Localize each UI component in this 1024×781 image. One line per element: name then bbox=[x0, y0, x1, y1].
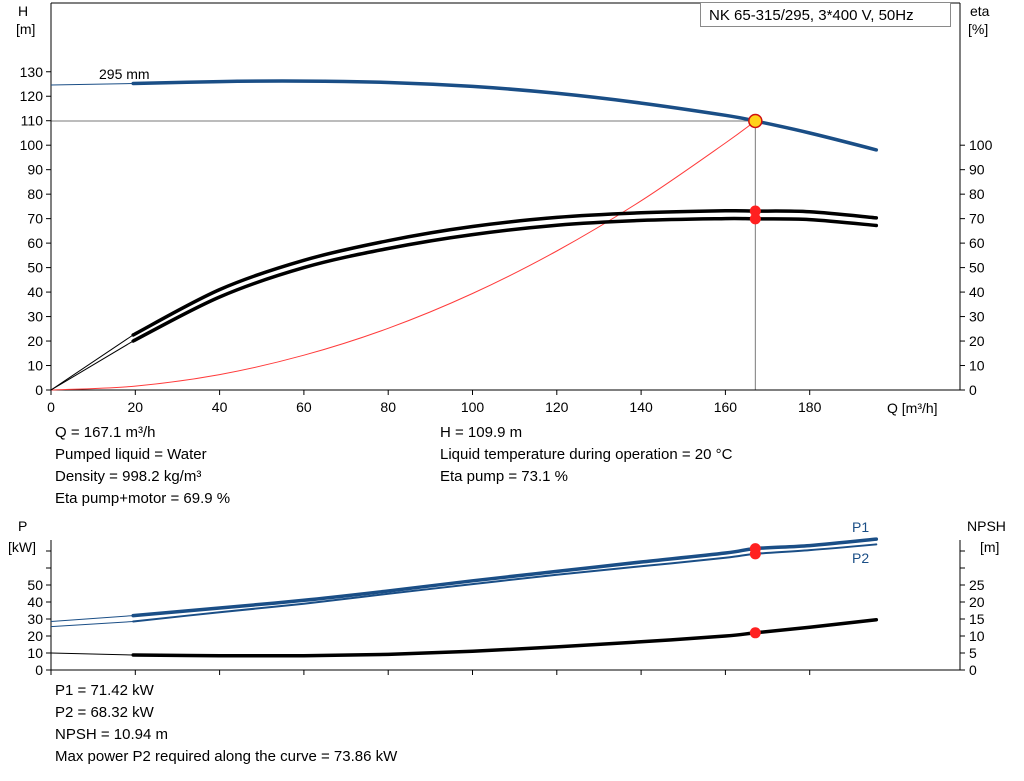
npsh-tick-label: 25 bbox=[969, 577, 985, 593]
q-tick-label: 180 bbox=[798, 399, 822, 415]
bottom-curves bbox=[50, 537, 879, 658]
eta-pump-motor-curve-extrapolated bbox=[50, 340, 134, 391]
h-tick-label: 20 bbox=[27, 333, 43, 349]
p-axis-label: P bbox=[18, 518, 27, 534]
q-tick-label: 120 bbox=[545, 399, 569, 415]
h-tick-label: 100 bbox=[20, 137, 44, 153]
pump-title-box: NK 65-315/295, 3*400 V, 50Hz bbox=[700, 2, 951, 27]
eta-pump-motor: Eta pump+motor = 69.9 % bbox=[55, 490, 231, 507]
h-tick-label: 90 bbox=[27, 162, 43, 178]
eta-tick-label: 20 bbox=[969, 333, 985, 349]
npsh-tick-label: 10 bbox=[969, 628, 985, 644]
max-power-p2: Max power P2 required along the curve = … bbox=[55, 748, 398, 765]
impeller-curve-label: 295 mm bbox=[99, 66, 150, 82]
head-value: H = 109.9 m bbox=[440, 424, 523, 441]
eta-tick-label: 10 bbox=[969, 358, 985, 374]
top-grid bbox=[51, 120, 756, 390]
p-axis-unit: [kW] bbox=[8, 539, 36, 555]
head-operating-point bbox=[748, 113, 763, 129]
top-info-left: Q = 167.1 m³/h Pumped liquid = Water Den… bbox=[55, 422, 230, 510]
bottom-info: P1 = 71.42 kW P2 = 68.32 kW NPSH = 10.94… bbox=[55, 680, 397, 768]
pumped-liquid: Pumped liquid = Water bbox=[55, 446, 207, 463]
npsh-curve-extrapolated bbox=[50, 652, 134, 656]
eta-axis-unit: [%] bbox=[968, 21, 988, 37]
p1-curve-label: P1 bbox=[852, 519, 869, 535]
p-tick-label: 40 bbox=[27, 594, 43, 610]
h-tick-label: 0 bbox=[35, 382, 43, 398]
npsh-tick-label: 0 bbox=[969, 662, 977, 678]
npsh-axis-unit: [m] bbox=[980, 539, 999, 555]
p1-curve-extrapolated bbox=[50, 615, 134, 623]
eta-tick-label: 0 bbox=[969, 382, 977, 398]
density-value: Density = 998.2 kg/m³ bbox=[55, 468, 202, 485]
eta-tick-label: 90 bbox=[969, 162, 985, 178]
p-tick-label: 0 bbox=[35, 662, 43, 678]
eta-tick-label: 50 bbox=[969, 260, 985, 276]
p-tick-label: 10 bbox=[27, 645, 43, 661]
eta-pump-motor-operating-point bbox=[749, 213, 761, 225]
top-chart: 0 10 20 30 40 50 60 70 80 90 100 110 120 130 0 10 20 30 40… bbox=[16, 2, 993, 416]
q-tick-label: 20 bbox=[128, 399, 144, 415]
p2-curve-extrapolated bbox=[50, 621, 134, 628]
p-tick-label: 20 bbox=[27, 628, 43, 644]
q-tick-label: 0 bbox=[47, 399, 55, 415]
eta-tick-label: 100 bbox=[969, 137, 993, 153]
p1-curve bbox=[131, 537, 879, 618]
top-ticks: 0 10 20 30 40 50 60 70 80 90 100 110 120 130 0 10 20 30 40… bbox=[20, 64, 993, 415]
x-axis-label: Q [m³/h] bbox=[887, 400, 938, 416]
p1-value: P1 = 71.42 kW bbox=[55, 682, 154, 699]
q-tick-label: 140 bbox=[629, 399, 653, 415]
npsh-tick-label: 15 bbox=[969, 611, 985, 627]
p-tick-label: 30 bbox=[27, 611, 43, 627]
h-tick-label: 80 bbox=[27, 186, 43, 202]
h-tick-label: 120 bbox=[20, 88, 44, 104]
liquid-temperature: Liquid temperature during operation = 20… bbox=[440, 446, 733, 463]
q-tick-label: 80 bbox=[380, 399, 396, 415]
p2-curve-label: P2 bbox=[852, 550, 869, 566]
eta-pump-curve-extrapolated bbox=[50, 334, 134, 391]
p-tick-label: 50 bbox=[27, 577, 43, 593]
head-curve bbox=[131, 79, 879, 152]
h-axis-label: H bbox=[18, 3, 28, 19]
q-tick-label: 160 bbox=[714, 399, 738, 415]
q-tick-label: 100 bbox=[461, 399, 485, 415]
h-tick-label: 50 bbox=[27, 260, 43, 276]
eta-pump: Eta pump = 73.1 % bbox=[440, 468, 568, 485]
npsh-tick-label: 20 bbox=[969, 594, 985, 610]
q-tick-label: 40 bbox=[212, 399, 228, 415]
top-curves bbox=[50, 79, 879, 391]
h-tick-label: 30 bbox=[27, 309, 43, 325]
h-tick-label: 130 bbox=[20, 64, 44, 80]
h-tick-label: 60 bbox=[27, 235, 43, 251]
eta-tick-label: 80 bbox=[969, 186, 985, 202]
h-tick-label: 70 bbox=[27, 211, 43, 227]
h-tick-label: 40 bbox=[27, 284, 43, 300]
flow-value: Q = 167.1 m³/h bbox=[55, 424, 156, 441]
h-tick-label: 110 bbox=[21, 113, 44, 129]
eta-axis-label: eta bbox=[970, 3, 990, 19]
h-tick-label: 10 bbox=[27, 358, 43, 374]
p2-curve bbox=[132, 543, 878, 623]
h-axis-unit: [m] bbox=[16, 21, 35, 37]
eta-tick-label: 60 bbox=[969, 235, 985, 251]
system-curve bbox=[50, 120, 756, 391]
eta-tick-label: 70 bbox=[969, 211, 985, 227]
npsh-axis-label: NPSH bbox=[967, 518, 1006, 534]
p2-operating-point bbox=[749, 548, 761, 560]
eta-tick-label: 30 bbox=[969, 309, 985, 325]
head-curve-extrapolated bbox=[50, 83, 134, 86]
npsh-value: NPSH = 10.94 m bbox=[55, 726, 168, 743]
npsh-curve bbox=[131, 617, 879, 658]
eta-pump-operating-point bbox=[749, 205, 761, 217]
p2-value: P2 = 68.32 kW bbox=[55, 704, 154, 721]
top-info-right: H = 109.9 m Liquid temperature during op… bbox=[440, 422, 732, 488]
eta-tick-label: 40 bbox=[969, 284, 985, 300]
npsh-operating-point bbox=[749, 627, 761, 639]
q-tick-label: 60 bbox=[296, 399, 312, 415]
npsh-tick-label: 5 bbox=[969, 645, 977, 661]
